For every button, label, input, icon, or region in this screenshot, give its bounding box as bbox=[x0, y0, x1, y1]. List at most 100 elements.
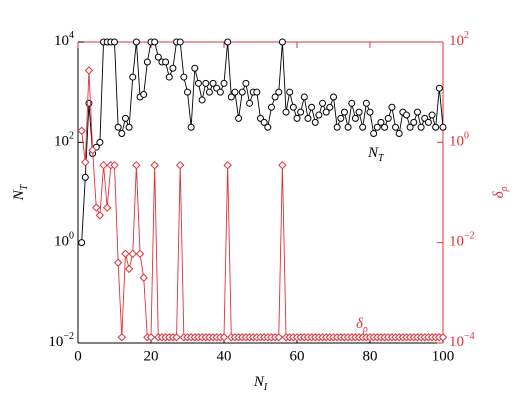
point-marker bbox=[406, 123, 414, 131]
point-marker bbox=[253, 88, 261, 96]
point-marker bbox=[384, 114, 392, 122]
point-marker bbox=[373, 123, 381, 131]
y2-tick-label-exponent: −2 bbox=[464, 231, 475, 242]
point-marker bbox=[435, 84, 443, 92]
point-marker bbox=[146, 333, 156, 342]
point-marker bbox=[175, 160, 185, 170]
y2-tick-label: 10−4 bbox=[449, 331, 475, 350]
point-marker bbox=[322, 108, 330, 116]
point-marker bbox=[326, 103, 334, 111]
series-label: NT bbox=[367, 145, 385, 164]
point-marker bbox=[129, 73, 137, 81]
point-marker bbox=[140, 90, 148, 98]
x-tick-label: 0 bbox=[74, 348, 82, 364]
point-marker bbox=[271, 93, 279, 101]
point-marker bbox=[121, 114, 129, 122]
y2-axis-label-main: δ bbox=[491, 190, 507, 198]
point-marker bbox=[85, 99, 93, 107]
point-marker bbox=[308, 103, 316, 111]
series-label-main: δ bbox=[356, 316, 364, 332]
point-marker bbox=[216, 88, 224, 96]
point-marker bbox=[286, 88, 294, 96]
point-marker bbox=[150, 160, 159, 170]
point-marker bbox=[202, 79, 210, 87]
y2-tick-label-main: 10 bbox=[449, 334, 464, 350]
series-label: δρ bbox=[356, 316, 368, 335]
y2-tick-label-main: 10 bbox=[449, 134, 464, 150]
y2-tick-label: 102 bbox=[449, 30, 469, 49]
point-marker bbox=[438, 333, 448, 342]
point-marker bbox=[169, 64, 177, 72]
point-marker bbox=[121, 249, 130, 259]
x-tick-label: 100 bbox=[432, 348, 455, 364]
y-tick-label-main: 10 bbox=[54, 33, 69, 49]
point-marker bbox=[78, 239, 86, 247]
point-marker bbox=[388, 103, 396, 111]
point-marker bbox=[81, 158, 90, 167]
point-marker bbox=[118, 129, 126, 137]
point-marker bbox=[124, 264, 134, 274]
point-marker bbox=[337, 114, 345, 122]
x-axis-label-subscript: I bbox=[263, 382, 268, 393]
point-marker bbox=[95, 211, 105, 220]
point-marker bbox=[300, 93, 308, 101]
point-marker bbox=[424, 118, 432, 126]
point-marker bbox=[428, 111, 436, 119]
point-marker bbox=[297, 108, 305, 116]
x-axis-label-main: N bbox=[253, 374, 265, 390]
point-marker bbox=[246, 99, 254, 107]
point-marker bbox=[117, 333, 127, 342]
point-marker bbox=[139, 273, 148, 282]
point-marker bbox=[151, 38, 159, 46]
point-marker bbox=[77, 126, 86, 135]
point-marker bbox=[370, 129, 378, 137]
point-marker bbox=[395, 129, 403, 137]
y-axis-label-main: N bbox=[11, 189, 27, 201]
point-marker bbox=[260, 118, 268, 126]
point-marker bbox=[220, 79, 228, 87]
point-marker bbox=[231, 88, 239, 96]
point-marker bbox=[432, 123, 440, 131]
point-marker bbox=[176, 38, 184, 46]
point-marker bbox=[111, 38, 118, 46]
point-marker bbox=[293, 114, 301, 122]
y2-tick-label-main: 10 bbox=[449, 33, 464, 49]
y-tick-label-exponent: 4 bbox=[69, 30, 74, 41]
point-marker bbox=[392, 123, 400, 131]
series-label-main: N bbox=[367, 145, 379, 161]
point-marker bbox=[132, 160, 141, 170]
y-axis-label: NT bbox=[11, 183, 30, 201]
point-marker bbox=[113, 258, 123, 267]
point-marker bbox=[330, 93, 337, 101]
point-marker bbox=[135, 249, 145, 259]
point-marker bbox=[184, 88, 191, 96]
point-marker bbox=[340, 108, 348, 116]
point-marker bbox=[377, 118, 385, 126]
point-marker bbox=[180, 73, 188, 81]
y2-tick-label-exponent: 0 bbox=[464, 131, 469, 142]
point-marker bbox=[172, 333, 181, 342]
point-marker bbox=[351, 114, 359, 122]
point-marker bbox=[198, 96, 206, 104]
y-tick-label-exponent: 2 bbox=[69, 131, 74, 142]
y-tick-label: 104 bbox=[54, 30, 74, 49]
point-marker bbox=[242, 79, 250, 87]
y-tick-label: 10−2 bbox=[48, 331, 74, 350]
point-marker bbox=[410, 118, 418, 126]
point-marker bbox=[417, 123, 425, 131]
y2-axis-label: δρ bbox=[491, 186, 510, 198]
point-marker bbox=[344, 123, 352, 131]
point-marker bbox=[154, 53, 162, 61]
y2-tick-label: 100 bbox=[449, 131, 469, 150]
point-marker bbox=[359, 123, 367, 131]
point-marker bbox=[96, 138, 104, 146]
point-marker bbox=[355, 108, 363, 116]
point-marker bbox=[267, 103, 275, 111]
point-marker bbox=[194, 79, 202, 87]
point-marker bbox=[128, 249, 137, 259]
series-label-subscript: ρ bbox=[362, 324, 368, 335]
point-marker bbox=[92, 203, 101, 212]
point-marker bbox=[315, 111, 323, 119]
point-marker bbox=[413, 108, 421, 116]
